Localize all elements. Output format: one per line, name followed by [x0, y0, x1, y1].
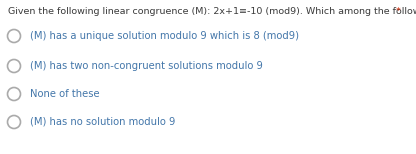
Text: Given the following linear congruence (M): 2x+1≡-10 (mod9). Which among the foll: Given the following linear congruence (M…	[8, 7, 416, 16]
Text: (M) has a unique solution modulo 9 which is 8 (mod9): (M) has a unique solution modulo 9 which…	[30, 31, 299, 41]
Text: (M) has two non-congruent solutions modulo 9: (M) has two non-congruent solutions modu…	[30, 61, 263, 71]
Text: (M) has no solution modulo 9: (M) has no solution modulo 9	[30, 117, 176, 127]
Text: *: *	[396, 7, 401, 16]
Text: Given the following linear congruence (M): 2x+1≡-10 (mod9). Which among the foll: Given the following linear congruence (M…	[8, 7, 416, 16]
Text: None of these: None of these	[30, 89, 99, 99]
